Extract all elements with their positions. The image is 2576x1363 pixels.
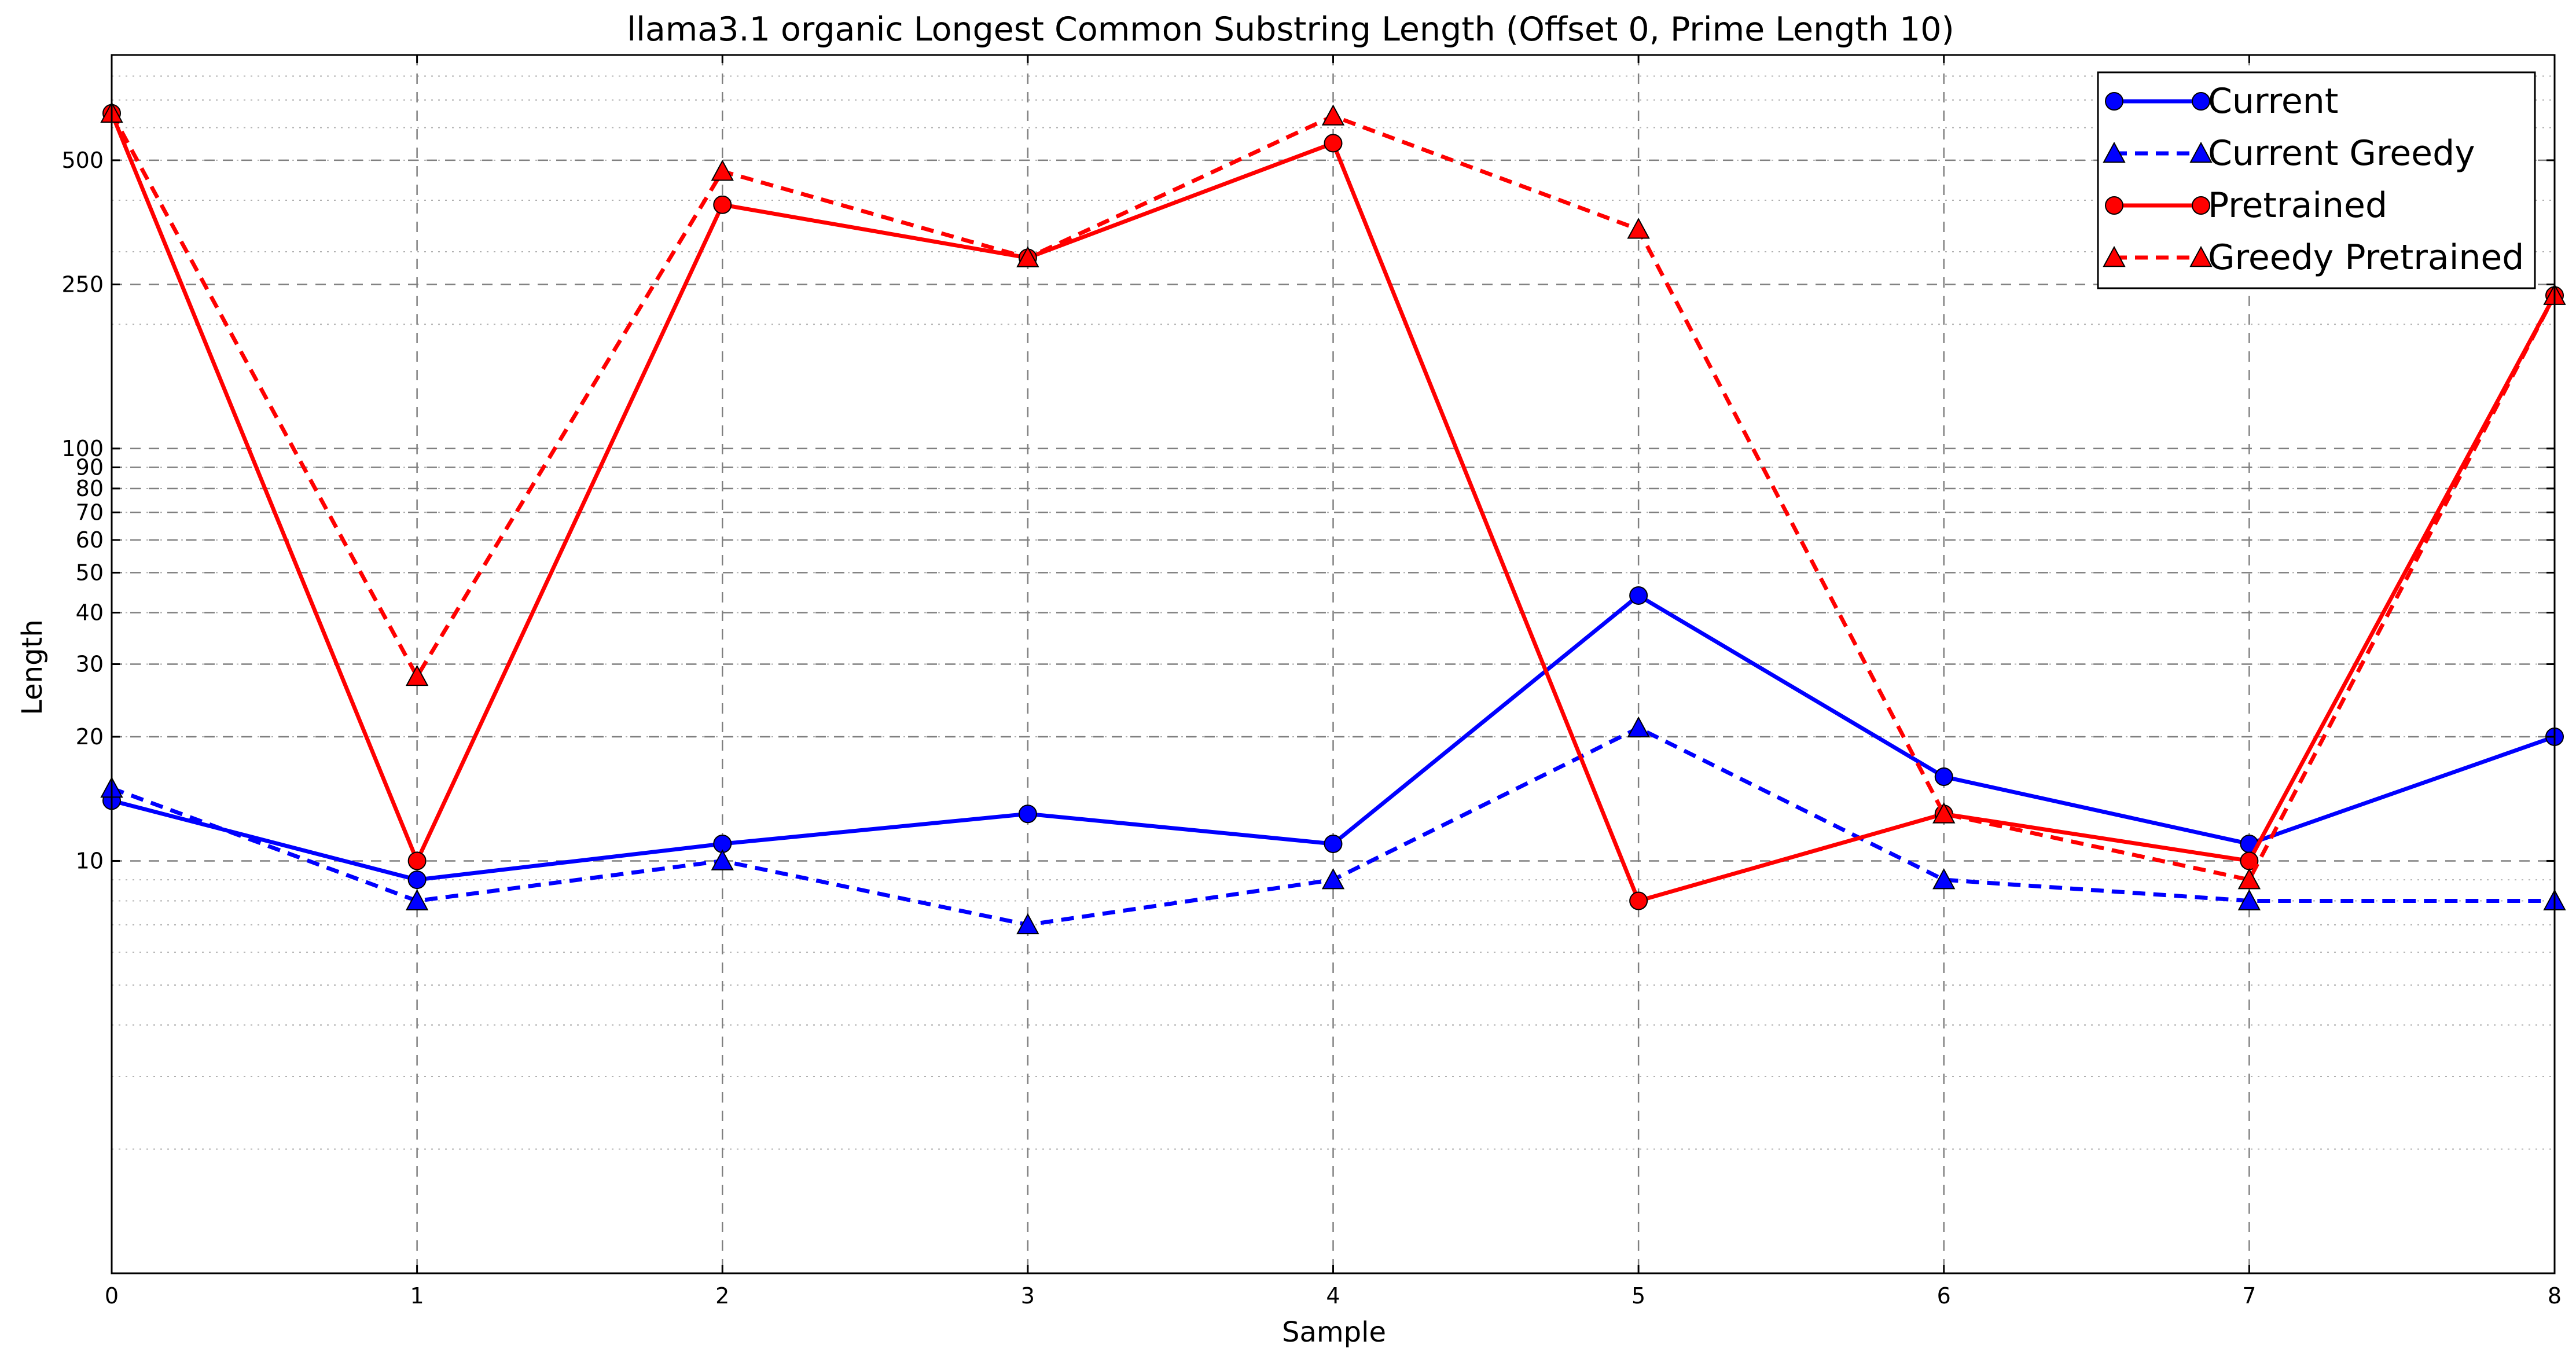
- data-point: [405, 664, 429, 686]
- series-greedy-pretrained: [100, 101, 2566, 890]
- legend-label: Current Greedy: [2208, 133, 2475, 174]
- series-current: [102, 586, 2564, 890]
- y-axis-label: Length: [16, 619, 49, 715]
- x-tick-label: 6: [1937, 1283, 1951, 1309]
- data-point: [2237, 889, 2261, 910]
- data-point: [405, 889, 429, 910]
- data-point: [1018, 804, 1037, 824]
- data-point: [1016, 913, 1039, 935]
- data-point: [1321, 104, 1345, 126]
- data-point: [1629, 586, 1648, 605]
- data-point: [1321, 868, 1345, 890]
- y-tick-label: 250: [61, 271, 104, 297]
- data-point: [1934, 767, 1953, 787]
- series-layer: [100, 101, 2566, 935]
- data-point: [713, 195, 732, 214]
- y-tick-label: 60: [76, 527, 104, 553]
- legend-marker: [2192, 92, 2210, 111]
- x-tick-label: 3: [1021, 1283, 1035, 1309]
- data-point: [2237, 868, 2261, 890]
- data-point: [711, 159, 734, 181]
- legend-marker: [2103, 245, 2126, 267]
- data-point: [1627, 716, 1650, 738]
- legend-label: Greedy Pretrained: [2208, 237, 2524, 278]
- x-tick-label: 5: [1631, 1283, 1645, 1309]
- y-tick-label: 50: [76, 560, 104, 585]
- legend-marker: [2103, 141, 2126, 163]
- y-tick-label: 30: [76, 652, 104, 677]
- legend-box: [2097, 71, 2536, 289]
- legend-marker: [2105, 92, 2123, 111]
- y-tick-label: 100: [61, 436, 104, 461]
- y-tick-label: 80: [76, 476, 104, 501]
- y-tick-label: 70: [76, 499, 104, 525]
- x-axis: 0 1 2 3 4 5 6 7 8: [105, 55, 2562, 1309]
- legend-marker: [2192, 196, 2210, 215]
- data-point: [1324, 134, 1343, 153]
- data-point: [1324, 834, 1343, 853]
- x-tick-label: 7: [2242, 1283, 2256, 1309]
- x-tick-label: 2: [715, 1283, 729, 1309]
- legend: Current Current Greedy Pretrained Greedy Pr…: [2097, 71, 2536, 289]
- x-tick-label: 4: [1326, 1283, 1340, 1309]
- x-tick-label: 8: [2548, 1283, 2562, 1309]
- x-axis-label: Sample: [1282, 1316, 1386, 1349]
- legend-label: Pretrained: [2208, 185, 2387, 226]
- y-tick-label: 10: [76, 848, 104, 873]
- data-point: [1627, 218, 1650, 239]
- data-point: [407, 851, 427, 870]
- legend-marker: [2105, 196, 2123, 215]
- data-point: [1932, 802, 1956, 824]
- data-point: [1932, 868, 1956, 890]
- y-tick-label: 40: [76, 600, 104, 625]
- y-tick-label: 90: [76, 455, 104, 480]
- legend-label: Current: [2208, 81, 2338, 122]
- data-point: [407, 870, 427, 890]
- data-point: [1629, 891, 1648, 910]
- chart-title: llama3.1 organic Longest Common Substrin…: [627, 10, 1954, 49]
- y-tick-label: 20: [76, 724, 104, 750]
- x-tick-label: 1: [410, 1283, 424, 1309]
- data-point: [1016, 246, 1039, 267]
- x-tick-label: 0: [105, 1283, 119, 1309]
- legend-marker: [2189, 141, 2213, 163]
- y-tick-label: 500: [61, 148, 104, 173]
- legend-marker: [2189, 245, 2213, 267]
- data-point: [711, 849, 734, 870]
